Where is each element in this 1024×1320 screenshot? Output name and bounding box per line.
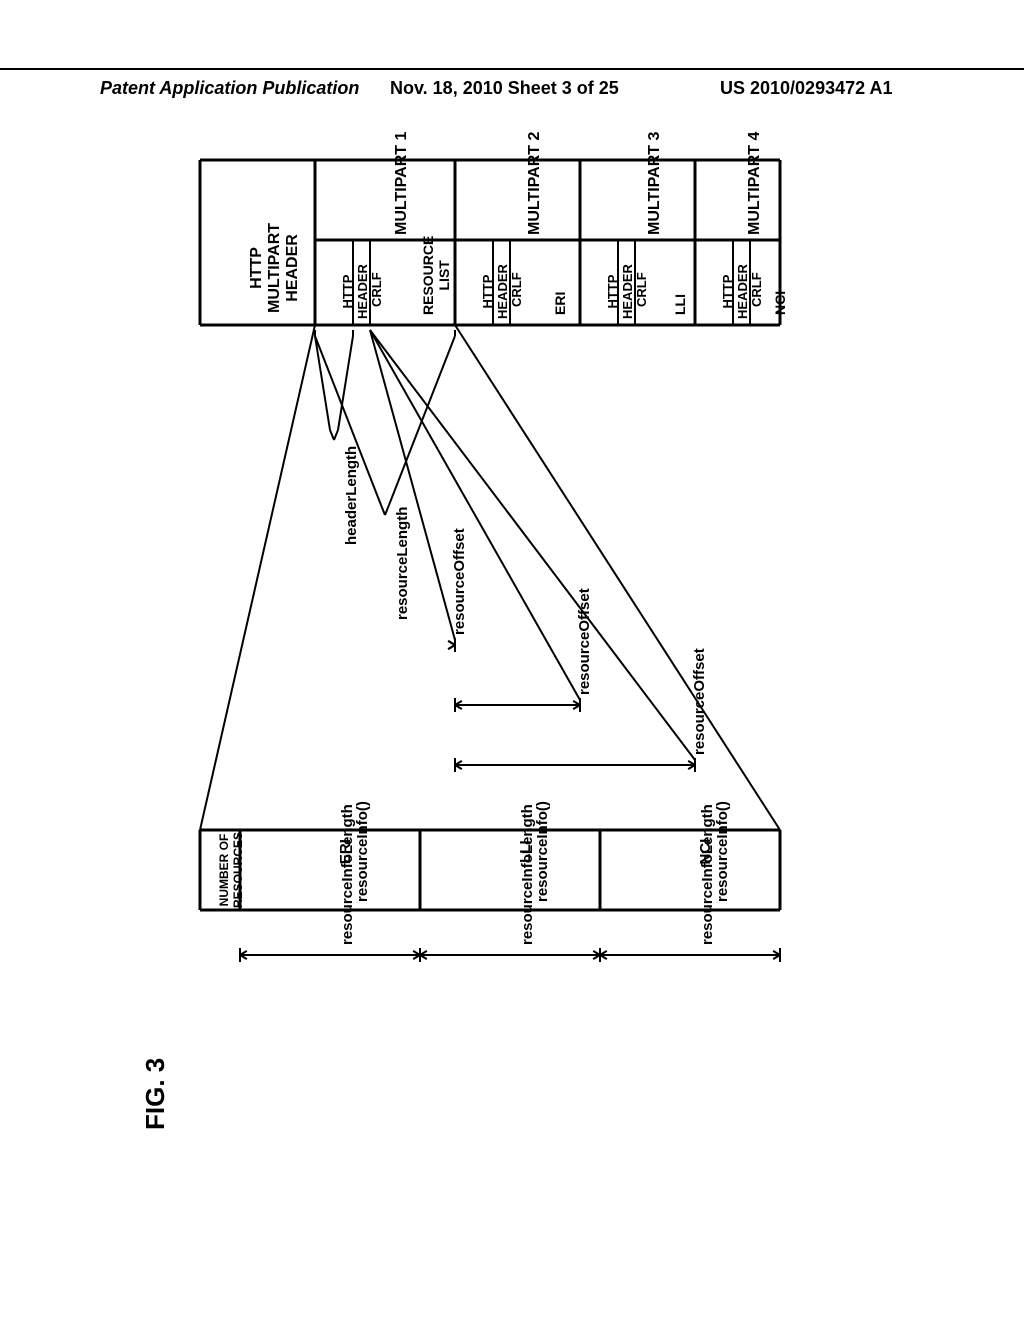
diagram-svg bbox=[0, 0, 1024, 1320]
